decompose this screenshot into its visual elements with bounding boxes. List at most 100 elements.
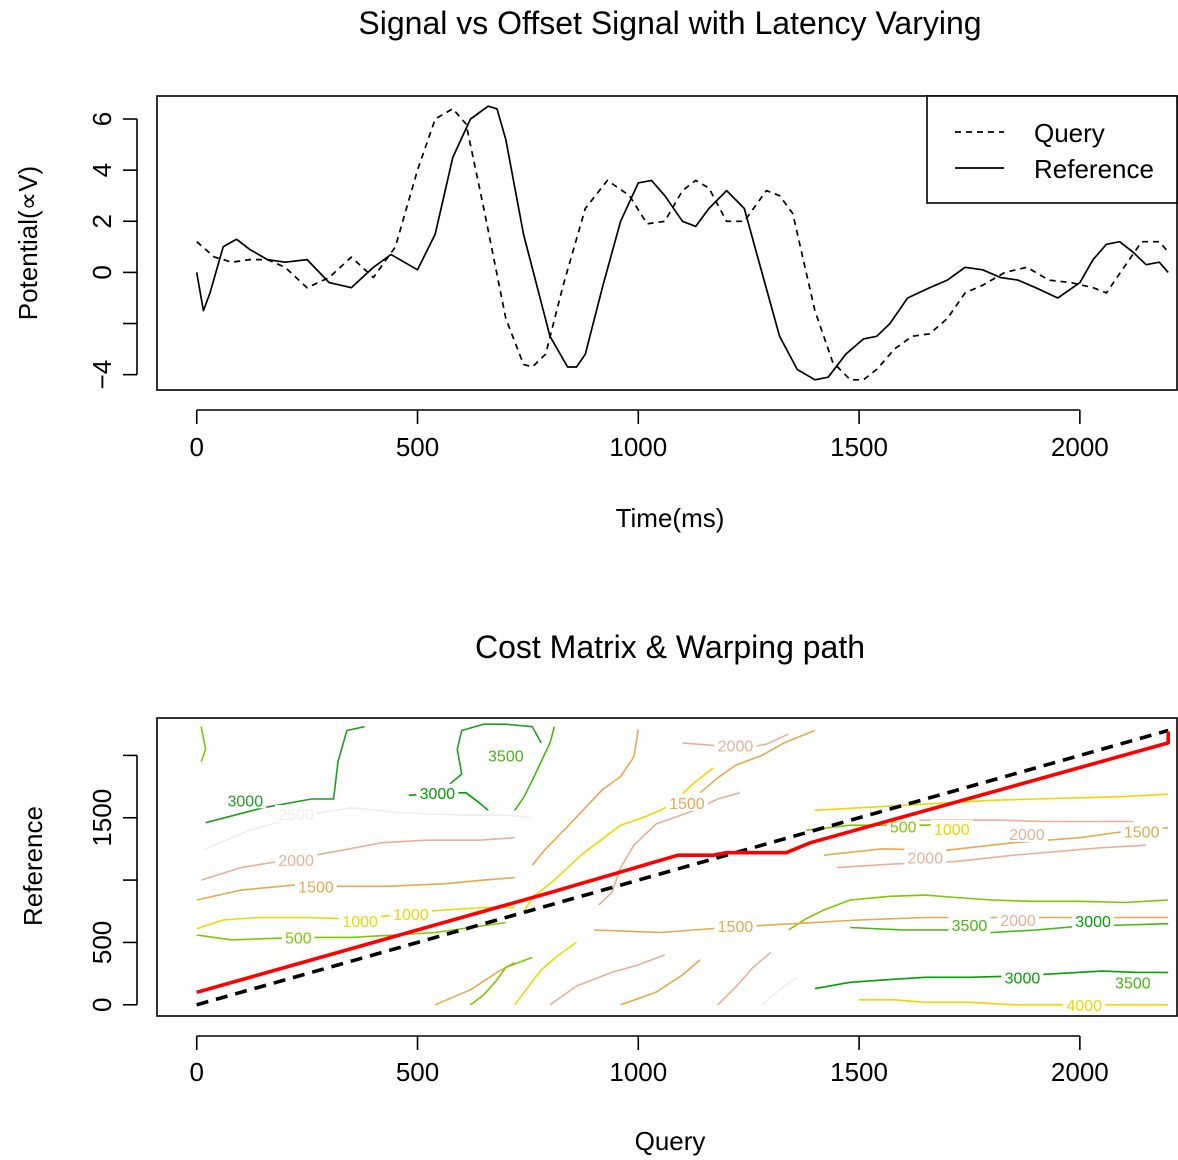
contour-label-bg bbox=[948, 915, 991, 933]
contour-label-bg bbox=[714, 736, 757, 754]
contour-line bbox=[823, 826, 1169, 856]
contour-label-bg bbox=[282, 928, 315, 946]
contour-label-bg bbox=[1001, 968, 1044, 986]
plot-area bbox=[156, 95, 1178, 391]
x-tick-label: 1500 bbox=[830, 432, 888, 462]
y-axis: −4 0 2 4 6 bbox=[87, 112, 138, 390]
contour-line bbox=[814, 793, 1169, 812]
contour-label: 1000 bbox=[342, 914, 378, 931]
contour-line bbox=[761, 976, 798, 1006]
contour-line bbox=[620, 959, 701, 1006]
contour-label: 3500 bbox=[488, 748, 524, 765]
contour-line bbox=[470, 956, 533, 1006]
x-tick-label: 0 bbox=[190, 1057, 204, 1087]
contour-label: 500 bbox=[285, 930, 312, 947]
contour-label: 1500 bbox=[669, 796, 705, 813]
y-tick-label: 6 bbox=[87, 112, 117, 126]
legend: Query Reference bbox=[926, 95, 1178, 204]
contour-label-group: 500 1000 1000 1500 2000 2500 3000 3000 3500 2000 1… bbox=[224, 736, 1163, 1015]
contour-label: 3500 bbox=[952, 918, 988, 935]
y-axis-label: Potential(∝V) bbox=[13, 166, 43, 320]
x-axis-label: Query bbox=[635, 1126, 706, 1156]
contour-line bbox=[196, 921, 506, 941]
contour-label-bg bbox=[1111, 973, 1154, 991]
contour-label: 2000 bbox=[1000, 913, 1036, 930]
contour-line bbox=[549, 954, 666, 1006]
contour-line bbox=[196, 876, 515, 901]
contour-label-bg bbox=[904, 848, 947, 866]
series-group bbox=[196, 728, 1170, 1007]
series-reference-line bbox=[195, 105, 1169, 381]
contour-label: 2000 bbox=[718, 738, 754, 755]
contour-label: 1500 bbox=[718, 919, 754, 936]
contour-line bbox=[514, 941, 577, 1006]
contour-label: 3500 bbox=[1115, 975, 1151, 992]
chart-title: Cost Matrix & Warping path bbox=[475, 629, 865, 665]
contour-label-bg bbox=[714, 917, 757, 935]
contour-label-bg bbox=[275, 851, 318, 869]
contour-label: 1000 bbox=[934, 822, 970, 839]
chart-title: Signal vs Offset Signal with Latency Var… bbox=[358, 5, 981, 41]
contour-label-bg bbox=[224, 791, 267, 809]
contour-label: 3000 bbox=[1075, 914, 1111, 931]
contour-label: 3000 bbox=[1005, 970, 1041, 987]
contour-label: 500 bbox=[890, 819, 917, 836]
contour-label: 4000 bbox=[1066, 998, 1102, 1015]
contour-label-bg bbox=[1063, 995, 1106, 1013]
x-tick-label: 1000 bbox=[609, 1057, 667, 1087]
contour-line bbox=[531, 729, 640, 866]
legend-box bbox=[926, 95, 1178, 204]
contour-line bbox=[699, 729, 816, 794]
contour-line bbox=[836, 844, 1147, 869]
diagonal-reference-line bbox=[196, 728, 1169, 1007]
y-tick-label: 2 bbox=[87, 214, 117, 228]
cost-matrix-chart: Cost Matrix & Warping path 500 1000 1000 15… bbox=[18, 629, 1178, 1156]
y-tick-label: 1500 bbox=[87, 789, 117, 847]
series-group bbox=[195, 105, 1169, 381]
y-tick-label: 4 bbox=[87, 163, 117, 177]
x-axis: 0 500 1000 1500 2000 bbox=[190, 1035, 1109, 1087]
contour-label-bg bbox=[997, 910, 1040, 928]
x-tick-label: 500 bbox=[396, 432, 439, 462]
contour-label-bg bbox=[886, 817, 920, 835]
x-axis-label: Time(ms) bbox=[616, 503, 725, 533]
x-tick-label: 2000 bbox=[1051, 1057, 1109, 1087]
contour-label: 1500 bbox=[298, 879, 334, 896]
y-tick-label: 0 bbox=[87, 265, 117, 279]
x-tick-label: 500 bbox=[396, 1057, 439, 1087]
y-tick-label: 500 bbox=[87, 921, 117, 964]
contour-line bbox=[514, 726, 556, 811]
plot-area bbox=[156, 717, 1178, 1017]
legend-query-label: Query bbox=[1034, 118, 1105, 148]
contour-line bbox=[814, 970, 1169, 990]
x-tick-label: 1000 bbox=[609, 432, 667, 462]
contour-label: 2500 bbox=[278, 807, 314, 824]
contour-line bbox=[598, 792, 741, 906]
contour-line bbox=[205, 807, 533, 850]
y-tick-label: 0 bbox=[87, 998, 117, 1012]
contour-group bbox=[196, 723, 1169, 1006]
x-tick-label: 0 bbox=[190, 432, 204, 462]
x-tick-label: 1500 bbox=[830, 1057, 888, 1087]
contour-label: 1500 bbox=[1124, 824, 1160, 841]
y-tick-label: −4 bbox=[87, 360, 117, 390]
contour-label: 2000 bbox=[908, 851, 944, 868]
contour-label: 3000 bbox=[420, 786, 456, 803]
contour-line bbox=[434, 961, 516, 1006]
contour-label-bg bbox=[389, 904, 432, 922]
y-axis-label: Reference bbox=[18, 806, 48, 926]
contour-label-bg bbox=[665, 793, 708, 811]
contour-label: 3000 bbox=[228, 793, 264, 810]
contour-label-bg bbox=[1120, 822, 1163, 840]
y-axis: 0 500 1500 bbox=[87, 754, 138, 1012]
x-axis: 0 500 1000 1500 2000 bbox=[190, 409, 1109, 462]
contour-line bbox=[859, 999, 1169, 1006]
contour-label: 1000 bbox=[393, 907, 429, 924]
contour-label-bg bbox=[1005, 824, 1048, 842]
x-tick-label: 2000 bbox=[1051, 432, 1109, 462]
contour-label: 2000 bbox=[1009, 827, 1045, 844]
contour-label-bg bbox=[484, 746, 527, 764]
contour-line bbox=[200, 836, 515, 881]
contour-label-bg bbox=[416, 783, 459, 801]
